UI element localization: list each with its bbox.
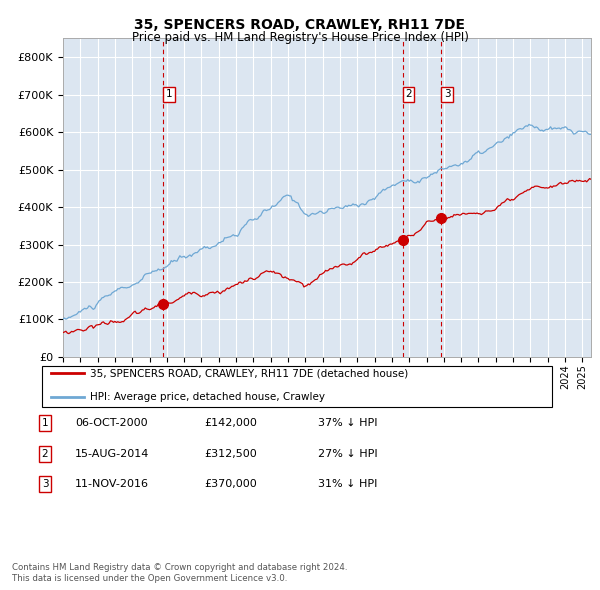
- Text: 1: 1: [166, 89, 172, 99]
- Text: 06-OCT-2000: 06-OCT-2000: [75, 418, 148, 428]
- Text: 11-NOV-2016: 11-NOV-2016: [75, 480, 149, 489]
- Text: 3: 3: [444, 89, 451, 99]
- Text: 3: 3: [41, 480, 49, 489]
- Text: 35, SPENCERS ROAD, CRAWLEY, RH11 7DE (detached house): 35, SPENCERS ROAD, CRAWLEY, RH11 7DE (de…: [90, 369, 408, 378]
- Text: 31% ↓ HPI: 31% ↓ HPI: [318, 480, 377, 489]
- Text: 27% ↓ HPI: 27% ↓ HPI: [318, 449, 377, 458]
- Text: Price paid vs. HM Land Registry's House Price Index (HPI): Price paid vs. HM Land Registry's House …: [131, 31, 469, 44]
- Text: £142,000: £142,000: [204, 418, 257, 428]
- Text: This data is licensed under the Open Government Licence v3.0.: This data is licensed under the Open Gov…: [12, 574, 287, 583]
- Text: £312,500: £312,500: [204, 449, 257, 458]
- Text: £370,000: £370,000: [204, 480, 257, 489]
- Text: Contains HM Land Registry data © Crown copyright and database right 2024.: Contains HM Land Registry data © Crown c…: [12, 563, 347, 572]
- Text: 1: 1: [41, 418, 49, 428]
- Text: 2: 2: [405, 89, 412, 99]
- Text: 15-AUG-2014: 15-AUG-2014: [75, 449, 149, 458]
- Text: HPI: Average price, detached house, Crawley: HPI: Average price, detached house, Craw…: [90, 392, 325, 402]
- Text: 2: 2: [41, 449, 49, 458]
- Text: 37% ↓ HPI: 37% ↓ HPI: [318, 418, 377, 428]
- Text: 35, SPENCERS ROAD, CRAWLEY, RH11 7DE: 35, SPENCERS ROAD, CRAWLEY, RH11 7DE: [134, 18, 466, 32]
